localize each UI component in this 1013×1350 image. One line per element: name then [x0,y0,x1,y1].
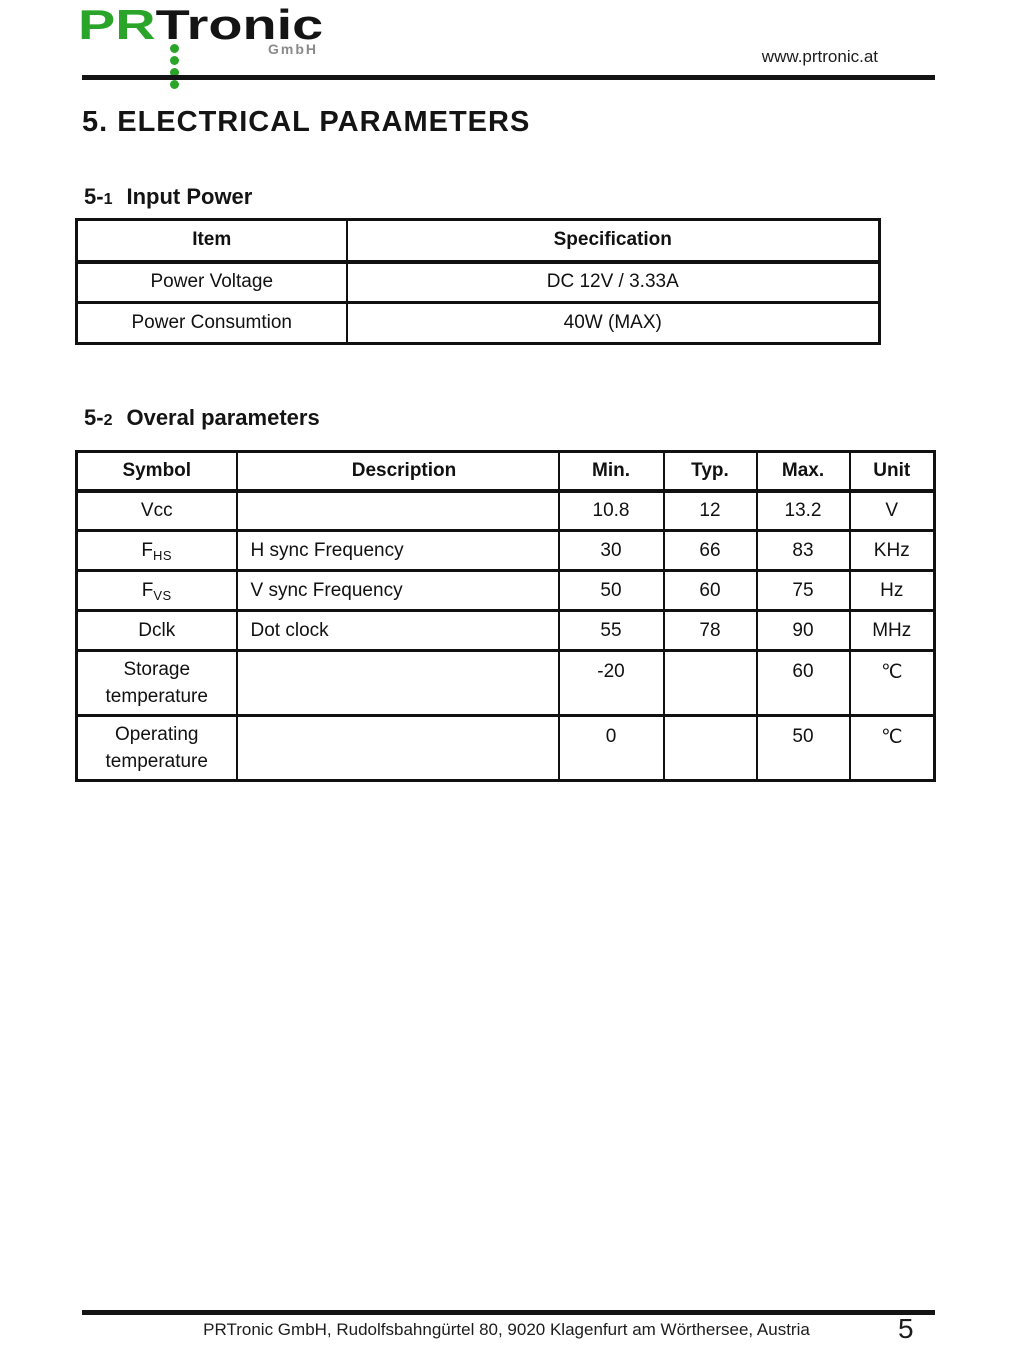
table-row: FHS H sync Frequency 30 66 83 KHz [75,529,936,572]
cell-symbol: FHS [75,529,238,572]
cell-typ [662,714,758,782]
cell-symbol: Operating temperature [75,714,238,782]
cell-typ: 60 [662,569,758,612]
cell-typ: 66 [662,529,758,572]
cell-symbol: Vcc [75,489,238,532]
table-row: Operating temperature 0 50 ℃ [75,714,936,782]
cell-description [235,489,560,532]
cell-description: H sync Frequency [235,529,560,572]
column-header-unit: Unit [848,450,936,493]
table-row: Power Voltage DC 12V / 3.33A [75,260,881,304]
symbol-subscript: VS [153,587,172,603]
column-header-description: Description [235,450,560,493]
symbol-text: F [141,579,154,601]
cell-symbol: FVS [75,569,238,612]
column-header-min: Min. [557,450,665,493]
cell-max: 50 [755,714,851,782]
cell-unit: Hz [848,569,936,612]
symbol-subscript: HS [153,547,173,563]
column-header-item: Item [75,218,348,264]
cell-typ: 12 [662,489,758,532]
section-number-small: 2 [103,412,113,429]
cell-symbol: Storage temperature [75,649,238,717]
cell-max: 90 [755,609,851,652]
cell-min: 0 [557,714,665,782]
section-label: Input Power [126,184,253,209]
section-number: 5- [84,184,104,209]
logo-pr-text: PR [78,1,156,48]
symbol-text: Dclk [138,619,176,641]
cell-description [235,714,560,782]
logo-dot-icon [170,56,179,65]
footer-rule [82,1310,935,1315]
cell-min: 10.8 [557,489,665,532]
symbol-text: Vcc [140,499,173,521]
page-number: 5 [898,1313,914,1344]
cell-description [235,649,560,717]
cell-description: Dot clock [235,609,560,652]
cell-item: Power Voltage [75,260,348,304]
footer-address: PRTronic GmbH, Rudolfsbahngürtel 80, 902… [203,1320,810,1339]
cell-min: 30 [557,529,665,572]
cell-max: 75 [755,569,851,612]
table-row: FVS V sync Frequency 50 60 75 Hz [75,569,936,612]
cell-unit: ℃ [848,714,936,782]
cell-description: V sync Frequency [235,569,560,612]
cell-spec: DC 12V / 3.33A [345,260,881,304]
symbol-text: F [141,539,154,561]
cell-typ [662,649,758,717]
table-row: Storage temperature -20 60 ℃ [75,649,936,717]
section-number-small: 1 [103,191,113,208]
cell-min: 50 [557,569,665,612]
cell-min: 55 [557,609,665,652]
logo-dot-icon [170,80,179,89]
cell-unit: ℃ [848,649,936,717]
section-heading-input-power: 5-1 Input Power [84,184,252,210]
column-header-symbol: Symbol [75,450,238,493]
logo-gmbh-text: GmbH [268,41,318,57]
logo-tronic-text: Tronic [155,1,324,48]
cell-unit: V [848,489,936,532]
prtronic-logo: PRTronic GmbH [78,4,358,89]
column-header-specification: Specification [345,218,881,264]
section-number: 5- [84,405,104,430]
input-power-table: Item Specification Power Voltage DC 12V … [75,218,881,345]
cell-max: 83 [755,529,851,572]
cell-symbol: Dclk [75,609,238,652]
cell-item: Power Consumtion [75,301,348,345]
column-header-typ: Typ. [662,450,758,493]
table-row: Vcc 10.8 12 13.2 V [75,489,936,532]
cell-unit: KHz [848,529,936,572]
logo-wordmark: PRTronic [78,4,323,46]
table-header-row: Symbol Description Min. Typ. Max. Unit [75,450,936,493]
page-title: 5. ELECTRICAL PARAMETERS [82,106,531,138]
column-header-max: Max. [755,450,851,493]
table-row: Power Consumtion 40W (MAX) [75,301,881,345]
cell-typ: 78 [662,609,758,652]
overall-parameters-table: Symbol Description Min. Typ. Max. Unit V… [75,450,936,782]
section-label: Overal parameters [126,405,320,430]
cell-max: 60 [755,649,851,717]
logo-dot-icon [170,68,179,77]
header-rule [82,75,935,80]
cell-min: -20 [557,649,665,717]
logo-dot-icon [170,44,179,53]
logo-dots-icon [170,44,180,92]
section-heading-overall-parameters: 5-2 Overal parameters [84,405,320,431]
table-row: Dclk Dot clock 55 78 90 MHz [75,609,936,652]
cell-max: 13.2 [755,489,851,532]
website-url: www.prtronic.at [761,47,878,66]
cell-unit: MHz [848,609,936,652]
table-header-row: Item Specification [75,218,881,264]
cell-spec: 40W (MAX) [345,301,881,345]
